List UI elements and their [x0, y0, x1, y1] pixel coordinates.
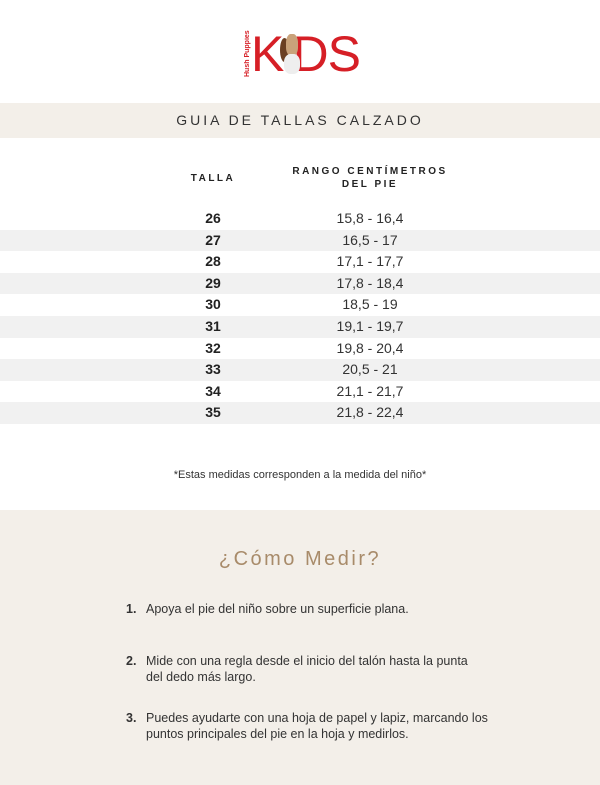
logo-ds: DS	[292, 26, 361, 82]
size-cell: 27	[205, 231, 221, 248]
table-row: 34 21,1 - 21,7	[0, 381, 600, 403]
size-cell: 29	[205, 274, 221, 291]
range-cell: 19,8 - 20,4	[336, 339, 404, 356]
footnote: *Estas medidas corresponden a la medida …	[173, 469, 427, 481]
table-row: 33 20,5 - 21	[0, 359, 600, 381]
logo: Hush Puppies K DS	[244, 26, 361, 82]
step-text: Apoya el pie del niño sobre un superfici…	[146, 602, 409, 616]
range-cell: 17,8 - 18,4	[336, 274, 404, 291]
step-text: Mide con una regla desde el inicio del t…	[146, 654, 468, 684]
table-row: 35 21,8 - 22,4	[0, 402, 600, 424]
logo-brand: Hush Puppies	[244, 30, 251, 78]
step-number: 2.	[126, 654, 137, 668]
table-row: 26 15,8 - 16,4	[0, 208, 600, 230]
step-number: 3.	[126, 711, 137, 725]
range-cell: 18,5 - 19	[342, 296, 398, 313]
range-cell: 17,1 - 17,7	[336, 253, 404, 270]
header-range-line1: RANGO CENTÍMETROS	[292, 166, 448, 177]
size-cell: 28	[205, 253, 221, 270]
step-number: 1.	[126, 602, 137, 616]
size-cell: 31	[205, 318, 221, 334]
table-row: 28 17,1 - 17,7	[0, 251, 600, 273]
table-row: 27 16,5 - 17	[0, 229, 600, 252]
range-cell: 16,5 - 17	[342, 231, 398, 248]
header-range-line2: DEL PIE	[341, 179, 399, 190]
logo-k: K	[251, 26, 284, 82]
header-range: RANGO CENTÍMETROS DEL PIE	[280, 165, 460, 191]
range-cell: 21,1 - 21,7	[336, 382, 404, 399]
size-cell: 30	[205, 296, 221, 313]
range-cell: 20,5 - 21	[342, 361, 398, 378]
range-cell: 15,8 - 16,4	[336, 210, 404, 226]
table-row: 32 19,8 - 20,4	[0, 338, 600, 360]
size-cell: 34	[205, 382, 221, 399]
size-cell: 33	[205, 361, 221, 378]
page-title: GUIA DE TALLAS CALZADO	[0, 103, 600, 138]
table-row: 31 19,1 - 19,7	[0, 316, 600, 338]
size-cell: 32	[205, 339, 221, 356]
table-row: 29 17,8 - 18,4	[0, 272, 600, 295]
header-size: TALLA	[190, 173, 236, 184]
size-cell: 26	[205, 210, 221, 226]
table-row: 30 18,5 - 19	[0, 294, 600, 316]
how-to-title: ¿Cómo Medir?	[218, 548, 382, 570]
dog-icon	[279, 32, 301, 76]
range-cell: 21,8 - 22,4	[336, 404, 404, 421]
how-to-section	[0, 510, 600, 785]
size-cell: 35	[205, 404, 221, 421]
range-cell: 19,1 - 19,7	[336, 318, 404, 334]
step-text: Puedes ayudarte con una hoja de papel y …	[146, 711, 488, 741]
